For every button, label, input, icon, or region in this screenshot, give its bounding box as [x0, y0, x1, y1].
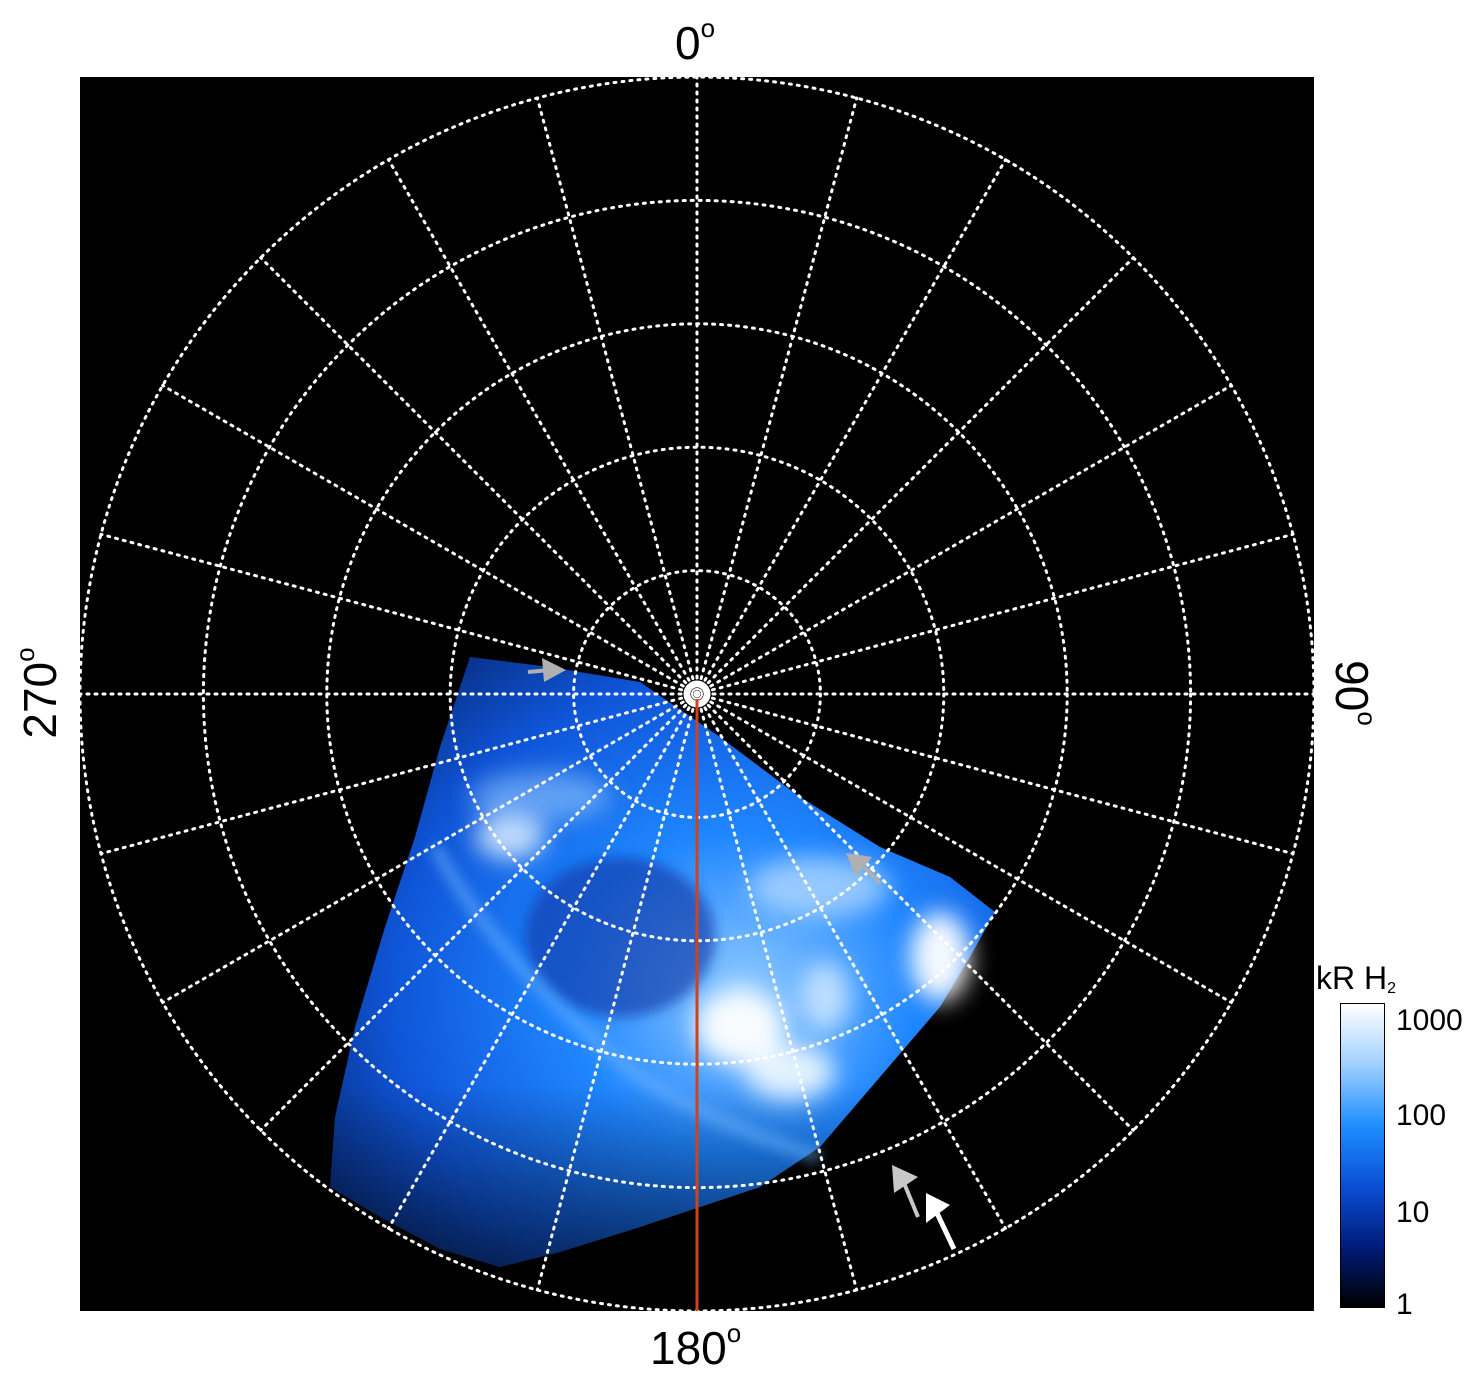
degree-symbol: o [726, 1317, 742, 1348]
label-270-value: 270 [14, 661, 66, 739]
label-90-degrees: 90o [1326, 660, 1382, 726]
colorbar-title: kR H2 [1316, 960, 1396, 998]
grid-meridian [695, 692, 1135, 1132]
grid-meridian [99, 532, 699, 696]
grid-meridian [535, 692, 699, 1292]
grid-meridian [259, 256, 699, 696]
grid-meridian [695, 96, 859, 696]
colorbar-tick-100: 100 [1396, 1099, 1447, 1132]
colorbar [1340, 1003, 1385, 1308]
colorbar-title-text: kR H [1316, 960, 1388, 996]
polar-projection-plot [80, 77, 1314, 1311]
grid-meridian [99, 692, 699, 856]
grid-meridian [695, 532, 1295, 696]
grid-meridian [695, 256, 1135, 696]
grid-meridian [161, 692, 699, 1004]
polar-plot-svg [80, 77, 1314, 1311]
grid-meridian [161, 384, 699, 696]
grid-meridian [387, 692, 699, 1230]
label-180-degrees: 180o [650, 1320, 741, 1374]
aurora-bright-regions [470, 772, 970, 1100]
grid-meridian [695, 692, 1233, 1004]
polar-grid [80, 77, 1314, 1311]
white-arrow-icon [926, 1193, 957, 1251]
degree-symbol: o [700, 12, 716, 43]
label-180-value: 180 [650, 1322, 727, 1374]
degree-symbol: o [1352, 711, 1383, 726]
colorbar-tick-1000: 1000 [1396, 1004, 1463, 1037]
gray-arrow-icon [846, 853, 882, 885]
gray-arrow-icon [527, 658, 566, 682]
degree-symbol: o [9, 647, 40, 662]
grid-meridian [695, 692, 1007, 1230]
grid-meridian [695, 692, 1295, 856]
label-90-value: 90 [1326, 660, 1378, 712]
grid-meridian [695, 692, 859, 1292]
label-0-value: 0 [675, 17, 701, 69]
grid-meridian [535, 96, 699, 696]
grid-meridian [387, 158, 699, 696]
grid-meridian [259, 692, 699, 1132]
colorbar-title-subscript: 2 [1387, 980, 1397, 997]
grid-meridian [695, 158, 1007, 696]
gray-arrow-icon [892, 1165, 920, 1218]
label-270-degrees: 270o [10, 647, 66, 739]
grid-meridian [695, 384, 1233, 696]
label-0-degrees: 0o [675, 15, 715, 69]
colorbar-tick-10: 10 [1396, 1196, 1430, 1229]
colorbar-tick-1: 1 [1396, 1288, 1413, 1321]
